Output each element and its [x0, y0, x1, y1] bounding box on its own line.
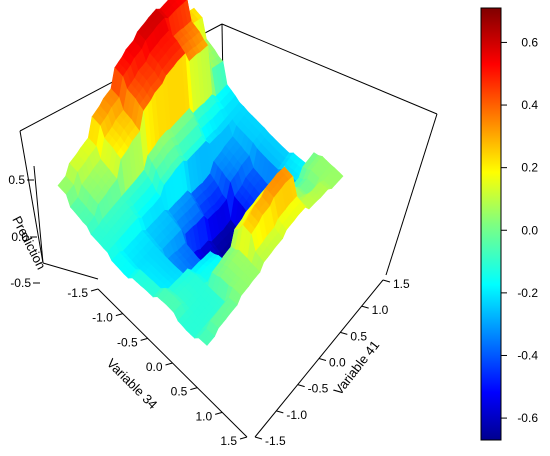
x-tick-label: -0.5 — [117, 335, 138, 349]
box-edge — [385, 113, 438, 276]
y-tick — [340, 331, 348, 335]
y-tick — [382, 279, 391, 283]
x-tick — [115, 313, 123, 317]
x-tick-label: -1.0 — [92, 311, 113, 325]
y-tick — [297, 384, 305, 388]
x-tick-label: -1.5 — [67, 286, 88, 300]
surface — [57, 0, 344, 346]
z-axis-line — [33, 165, 44, 264]
y-tick-label: 1.0 — [372, 303, 389, 317]
box-edge — [19, 130, 44, 264]
colorbar-tick-label: 0.4 — [521, 98, 538, 112]
box-edge — [221, 23, 438, 115]
x-tick — [165, 362, 173, 366]
surface-facet — [202, 336, 212, 346]
x-tick-label: 0.5 — [171, 385, 188, 399]
colorbar-tick-label: -0.4 — [517, 348, 538, 362]
x-tick-label: 1.0 — [195, 409, 212, 423]
y-tick — [318, 358, 327, 361]
y-tick-label: -1.5 — [265, 434, 286, 448]
x-tick-label: 1.5 — [220, 434, 237, 448]
colorbar-tick-label: 0.2 — [521, 161, 538, 175]
y-tick — [254, 436, 263, 440]
colorbar-tick-label: 0.6 — [521, 35, 538, 49]
x-tick — [215, 411, 223, 415]
y-tick-label: -1.0 — [286, 408, 307, 422]
y-tick — [276, 410, 284, 414]
box-edge — [42, 262, 99, 280]
z-tick-label: 0.0 — [11, 230, 28, 244]
x-tick — [239, 436, 248, 440]
y-tick-label: 1.5 — [393, 277, 410, 291]
axis-ticks: -1.5-1.0-0.50.00.51.01.5 -1.5-1.0-0.50.00… — [8, 173, 410, 448]
x-tick — [90, 288, 99, 292]
colorbar: -0.6 -0.4 -0.2 0.0 0.2 0.4 0.6 — [480, 7, 538, 441]
y-tick-label: -0.5 — [308, 382, 329, 396]
x-tick-label: 0.0 — [146, 360, 163, 374]
colorbar-tick-label: 0.0 — [521, 223, 538, 237]
colorbar-ticks: -0.6 -0.4 -0.2 0.0 0.2 0.4 0.6 — [501, 35, 538, 425]
x-tick — [190, 387, 198, 391]
z-tick-label: -0.5 — [10, 276, 31, 290]
z-tick-label: 0.5 — [8, 173, 25, 187]
colorbar-tick-label: -0.2 — [517, 286, 538, 300]
colorbar-gradient — [480, 7, 502, 441]
y-tick-label: 0.5 — [350, 329, 367, 343]
colorbar-tick-label: -0.6 — [517, 411, 538, 425]
x-tick — [140, 337, 148, 341]
y-tick — [361, 305, 369, 309]
y-tick-label: 0.0 — [329, 356, 346, 370]
